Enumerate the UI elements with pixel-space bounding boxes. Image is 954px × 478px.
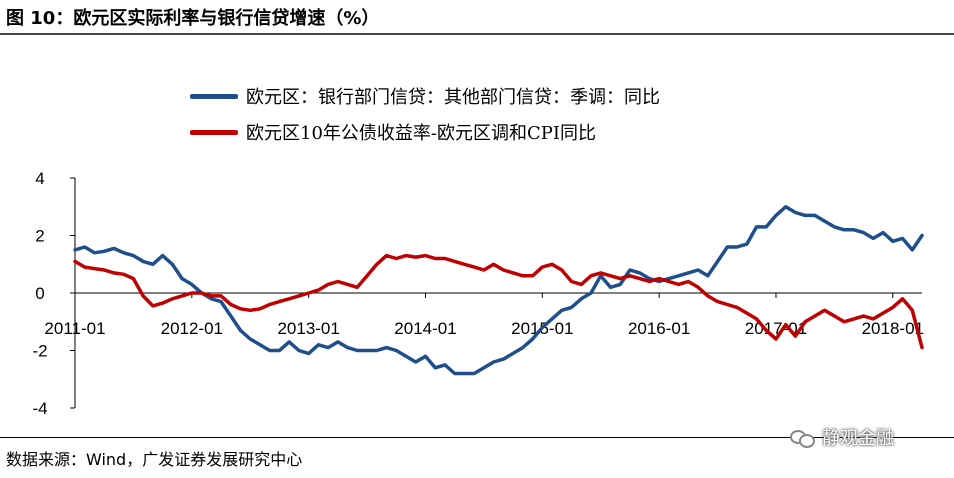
- y-tick-label: 0: [35, 284, 44, 303]
- legend-swatch-red: [190, 129, 238, 135]
- x-tick-label: 2018-01: [862, 319, 924, 338]
- y-tick-label: 4: [35, 169, 44, 188]
- legend-label-real-rate: 欧元区10年公债收益率-欧元区调和CPI同比: [246, 123, 596, 144]
- x-tick-label: 2011-01: [44, 319, 105, 338]
- chart-legend: 欧元区：银行部门信贷：其他部门信贷：季调：同比 欧元区10年公债收益率-欧元区调…: [190, 78, 660, 150]
- watermark-text: 静观金融: [822, 428, 894, 449]
- y-tick-label: -4: [32, 399, 47, 418]
- legend-entry-loan-growth: 欧元区：银行部门信贷：其他部门信贷：季调：同比: [190, 78, 660, 114]
- wechat-icon: [790, 428, 816, 448]
- chart-series: [73, 205, 924, 376]
- x-tick-label: 2014-01: [394, 319, 456, 338]
- legend-swatch-blue: [190, 93, 238, 99]
- series-line-loan-growth: [73, 205, 924, 376]
- legend-label-loan-growth: 欧元区：银行部门信贷：其他部门信贷：季调：同比: [246, 87, 660, 108]
- y-tick-label: 2: [35, 227, 44, 246]
- x-tick-label: 2013-01: [277, 319, 339, 338]
- legend-entry-real-rate: 欧元区10年公债收益率-欧元区调和CPI同比: [190, 114, 660, 150]
- y-tick-label: -2: [32, 342, 47, 361]
- source-divider: [0, 437, 954, 438]
- series-line-real-rate: [73, 253, 924, 350]
- watermark: 静观金融: [790, 424, 894, 450]
- x-tick-label: 2016-01: [628, 319, 690, 338]
- data-source: 数据来源：Wind，广发证券发展研究中心: [6, 450, 303, 469]
- figure-title: 图 10：欧元区实际利率与银行信贷增速（%）: [6, 8, 380, 29]
- x-tick-label: 2012-01: [161, 319, 223, 338]
- title-divider: [0, 33, 954, 35]
